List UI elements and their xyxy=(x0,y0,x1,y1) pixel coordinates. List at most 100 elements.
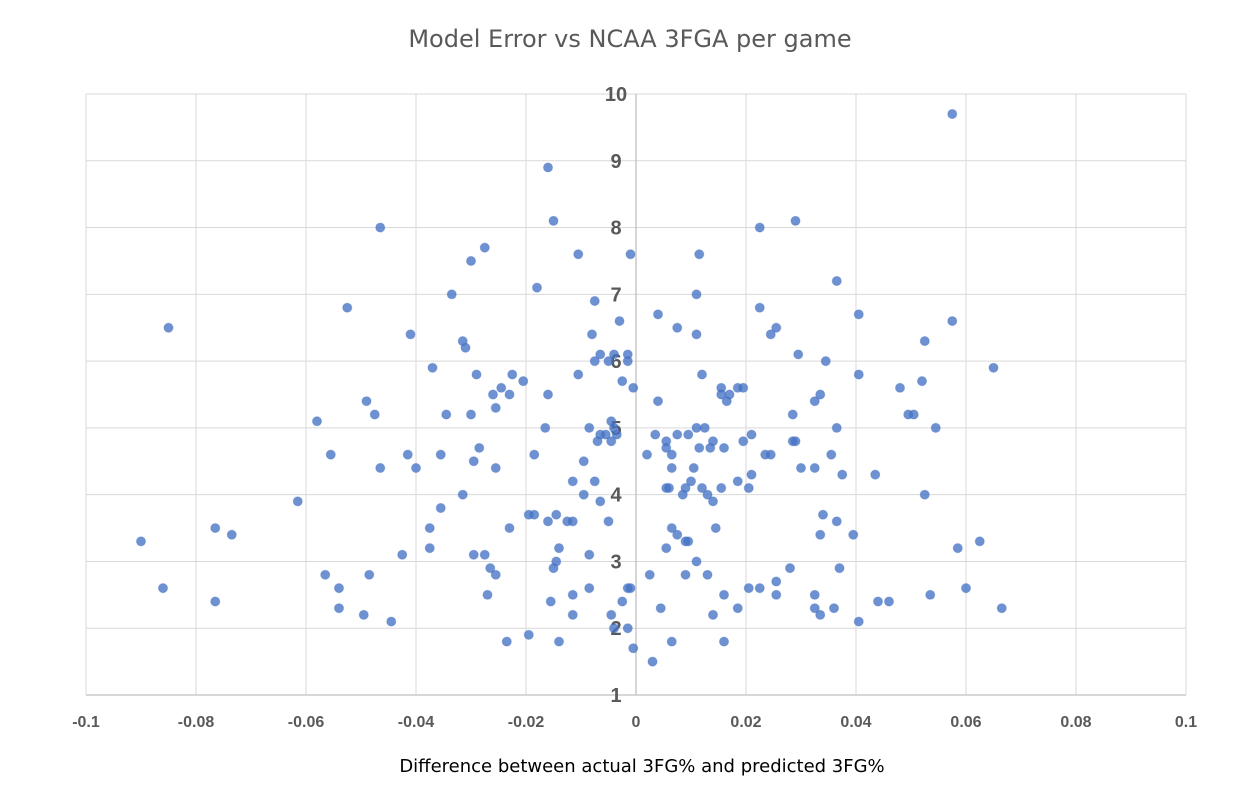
data-point xyxy=(584,549,595,560)
data-point xyxy=(479,549,490,560)
data-point xyxy=(625,249,636,260)
data-point xyxy=(358,609,369,620)
data-point xyxy=(707,496,719,507)
data-point xyxy=(460,342,471,353)
data-point xyxy=(947,315,958,327)
data-point xyxy=(815,389,826,400)
data-point xyxy=(743,482,754,494)
data-point xyxy=(603,516,614,527)
data-point xyxy=(542,162,554,173)
data-point xyxy=(738,436,749,447)
x-tick-label: 0.02 xyxy=(730,714,761,731)
data-point xyxy=(771,576,782,587)
data-point xyxy=(718,636,730,647)
x-tick-label: -0.02 xyxy=(508,714,545,731)
data-point xyxy=(919,335,930,347)
data-point xyxy=(386,616,397,627)
y-tick-label: 1 xyxy=(610,685,621,707)
data-point xyxy=(699,422,710,433)
data-point xyxy=(685,476,697,487)
data-point xyxy=(817,509,829,520)
data-point xyxy=(790,215,801,226)
data-point xyxy=(732,603,743,614)
data-point xyxy=(916,376,928,387)
data-point xyxy=(628,382,639,393)
data-point xyxy=(446,289,457,300)
data-point xyxy=(397,549,408,560)
data-point xyxy=(702,489,713,500)
data-point xyxy=(666,522,677,534)
data-point xyxy=(683,536,694,547)
data-point xyxy=(628,643,639,654)
data-point xyxy=(457,489,468,500)
data-point xyxy=(743,583,754,594)
x-tick-label: -0.1 xyxy=(72,714,100,731)
data-point xyxy=(652,396,664,407)
data-point xyxy=(589,356,600,367)
data-point xyxy=(501,636,512,647)
data-point xyxy=(531,282,543,293)
data-point xyxy=(424,542,435,554)
data-point xyxy=(320,569,331,580)
data-point xyxy=(815,529,826,540)
data-point xyxy=(853,369,864,380)
data-point xyxy=(529,509,540,520)
data-point xyxy=(710,522,721,534)
data-point xyxy=(608,349,620,360)
data-point xyxy=(809,396,820,407)
data-point xyxy=(691,329,702,340)
data-point xyxy=(663,482,675,494)
x-tick-label: 0.06 xyxy=(950,714,981,731)
y-tick-label: 10 xyxy=(605,84,627,106)
x-tick-label: 0.08 xyxy=(1060,714,1091,731)
data-point xyxy=(311,416,323,427)
x-axis-title: Difference between actual 3FG% and predi… xyxy=(399,756,884,777)
data-point xyxy=(435,502,446,514)
data-point xyxy=(573,249,584,260)
data-point xyxy=(872,596,884,607)
data-point xyxy=(567,476,578,487)
data-point xyxy=(809,462,820,474)
data-point xyxy=(375,222,386,233)
data-point xyxy=(622,623,633,634)
data-point xyxy=(551,509,562,520)
data-point xyxy=(410,462,422,474)
data-point xyxy=(787,409,798,420)
data-point xyxy=(490,462,501,474)
data-point xyxy=(831,516,842,527)
data-point xyxy=(584,422,595,433)
y-tick-label: 9 xyxy=(610,151,621,173)
data-point xyxy=(567,609,578,620)
data-point xyxy=(732,476,743,487)
data-point xyxy=(853,309,864,320)
data-point xyxy=(894,382,906,393)
data-point xyxy=(548,563,559,574)
data-point xyxy=(691,556,702,567)
data-point xyxy=(930,422,941,433)
data-point xyxy=(952,542,963,554)
y-tick-label: 7 xyxy=(610,284,621,306)
data-point xyxy=(746,469,757,480)
data-point xyxy=(553,542,565,554)
y-tick-label: 8 xyxy=(610,218,621,240)
data-point xyxy=(754,302,765,313)
data-point xyxy=(617,596,628,607)
data-point xyxy=(518,376,529,387)
data-point xyxy=(479,242,490,253)
data-point xyxy=(754,583,765,594)
data-point xyxy=(795,462,807,474)
data-point xyxy=(542,389,554,400)
data-point xyxy=(325,449,336,460)
data-point xyxy=(738,382,749,393)
data-point xyxy=(809,603,820,614)
data-point xyxy=(567,589,578,600)
data-point xyxy=(424,522,435,534)
data-point xyxy=(157,583,169,594)
data-point xyxy=(666,462,677,474)
data-point xyxy=(765,329,776,340)
x-tick-label: -0.06 xyxy=(288,714,325,731)
data-point xyxy=(369,409,380,420)
data-point xyxy=(490,402,501,413)
data-point xyxy=(542,516,554,527)
data-point xyxy=(573,369,584,380)
